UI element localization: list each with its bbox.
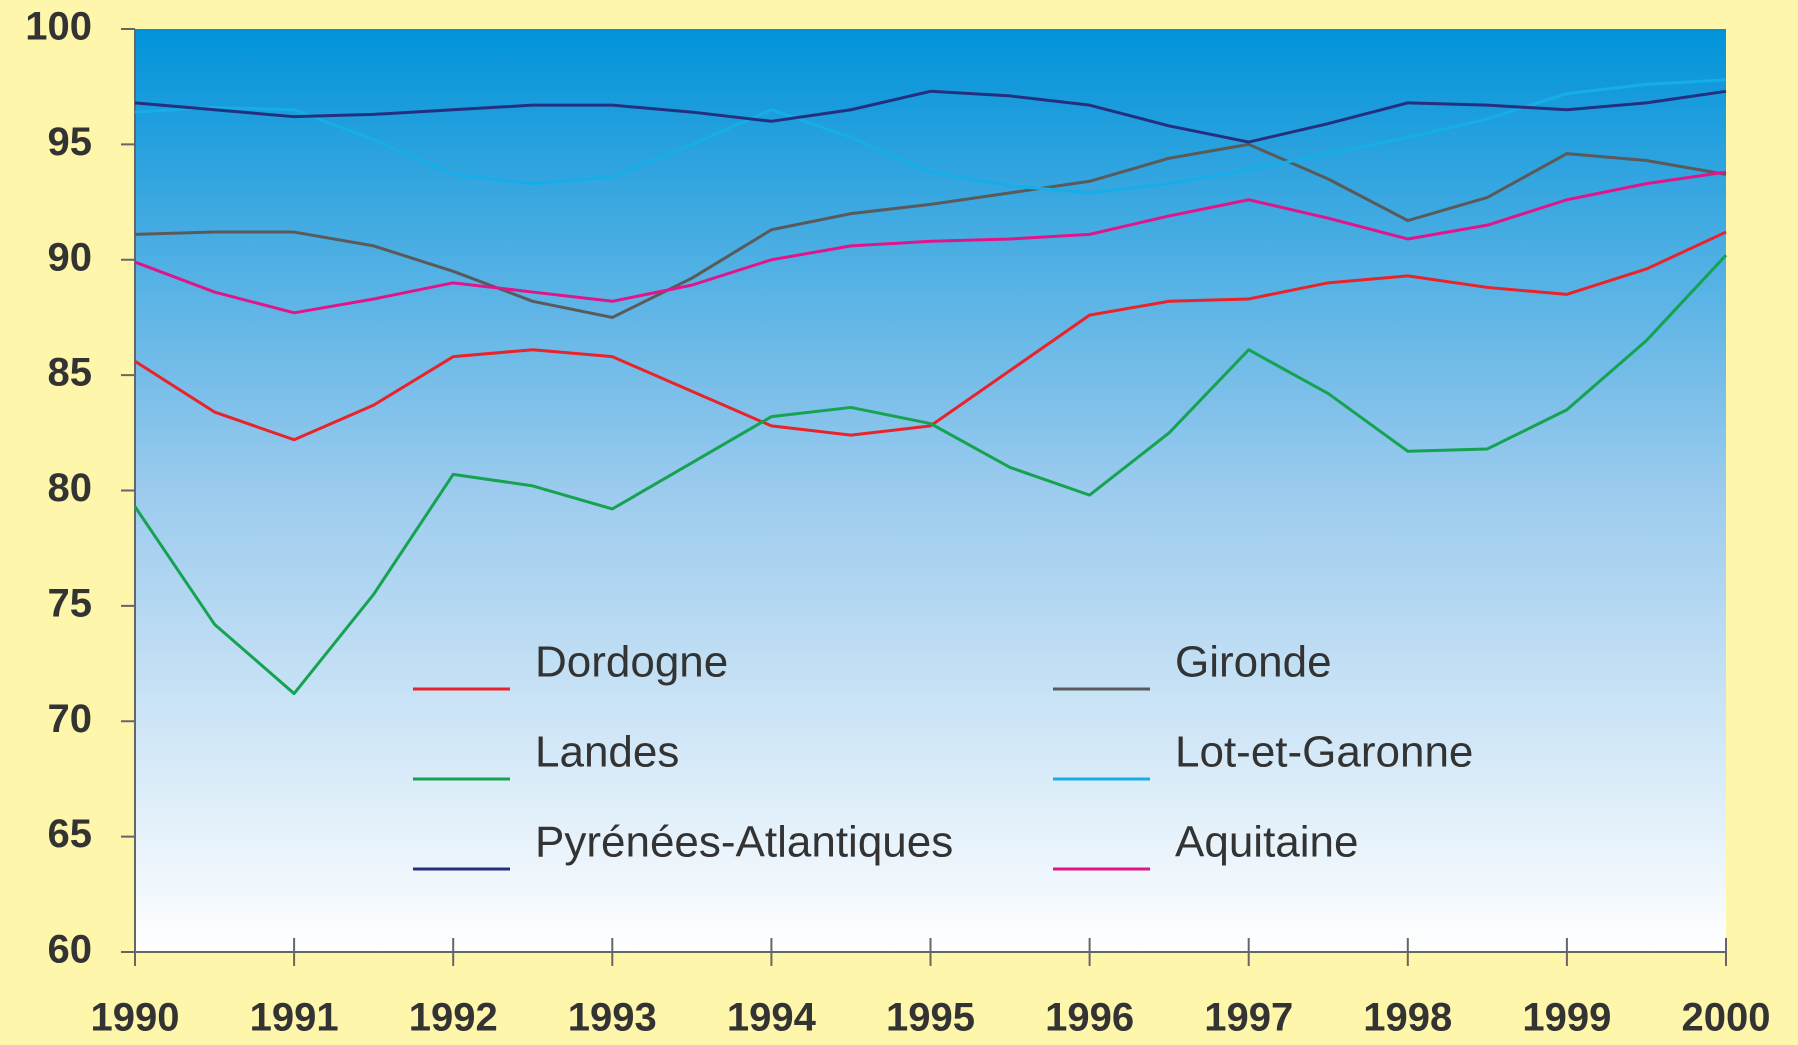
- y-tick-label: 90: [48, 235, 93, 279]
- x-tick-label: 1996: [1045, 996, 1134, 1040]
- plot-area: [135, 29, 1726, 952]
- x-tick-label: 1999: [1522, 996, 1611, 1040]
- x-tick-label: 1991: [250, 996, 339, 1040]
- x-tick-label: 1998: [1363, 996, 1452, 1040]
- legend-label: Aquitaine: [1175, 818, 1358, 867]
- series-line: [134, 78, 1727, 195]
- series-line: [134, 170, 1727, 315]
- legend-label: Dordogne: [535, 638, 728, 687]
- legend-label: Gironde: [1175, 638, 1332, 687]
- series-line: [134, 142, 1727, 319]
- series-line: [134, 89, 1727, 144]
- x-tick-label: 2000: [1682, 996, 1771, 1040]
- x-tick-label: 1993: [568, 996, 657, 1040]
- series-line: [133, 254, 1728, 696]
- y-tick-label: 60: [48, 928, 93, 972]
- legend-label: Lot-et-Garonne: [1175, 728, 1473, 777]
- y-tick-label: 75: [48, 581, 93, 625]
- y-tick-label: 100: [25, 5, 92, 49]
- y-tick-label: 70: [48, 697, 93, 741]
- legend-label: Pyrénées-Atlantiques: [535, 818, 953, 867]
- y-tick-label: 80: [48, 466, 93, 510]
- x-tick-label: 1992: [409, 996, 498, 1040]
- x-tick-label: 1990: [91, 996, 180, 1040]
- x-tick-label: 1994: [727, 996, 817, 1040]
- x-tick-label: 1995: [886, 996, 975, 1040]
- legend-label: Landes: [535, 728, 679, 777]
- y-tick-label: 65: [48, 812, 93, 856]
- series-line: [134, 230, 1727, 442]
- y-tick-label: 95: [48, 120, 93, 164]
- x-tick-label: 1997: [1204, 996, 1293, 1040]
- y-tick-label: 85: [48, 351, 93, 395]
